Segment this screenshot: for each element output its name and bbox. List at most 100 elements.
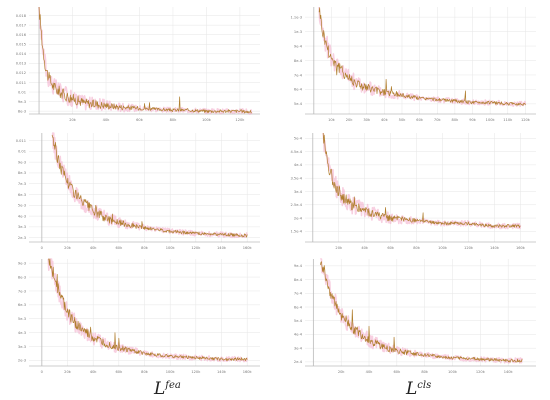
y-tick-label: 8e-4 — [294, 278, 303, 282]
y-tick-label: 4.5e-4 — [290, 150, 302, 154]
loss-series-line — [322, 132, 521, 228]
y-tick-label: 6e-4 — [294, 88, 303, 92]
x-tick-label: 40k — [381, 118, 389, 122]
x-tick-label: 20k — [346, 118, 354, 122]
loss-raw-halo — [47, 258, 248, 363]
y-tick-label: 2e-3 — [18, 236, 26, 240]
x-tick-label: 100k — [202, 118, 212, 122]
x-tick-label: 140k — [217, 370, 227, 374]
x-tick-label: 60k — [116, 370, 124, 374]
x-tick-label: 140k — [217, 246, 227, 250]
x-tick-label: 160k — [516, 246, 526, 250]
y-tick-label: 8e-4 — [294, 59, 303, 63]
loss-raw-halo — [318, 6, 527, 107]
x-tick-label: 140k — [490, 246, 500, 250]
x-tick-label: 110k — [503, 118, 513, 122]
y-tick-label: 7e-3 — [18, 289, 26, 293]
y-tick-label: 7e-4 — [294, 73, 303, 77]
y-tick-label: 3e-3 — [18, 345, 26, 349]
loss-series-line — [318, 7, 526, 106]
x-tick-label: 120k — [464, 246, 474, 250]
x-tick-label: 100k — [486, 118, 496, 122]
x-tick-label: 120k — [235, 118, 245, 122]
y-tick-label: 8e-3 — [18, 171, 26, 175]
loss-series-line — [51, 134, 248, 238]
x-tick-label: 100k — [438, 246, 448, 250]
x-tick-label: 80k — [170, 118, 178, 122]
y-tick-label: 0.013 — [16, 62, 26, 66]
y-tick-label: 4e-3 — [18, 331, 26, 335]
loss-raw-halo — [51, 132, 248, 239]
x-tick-label: 90k — [469, 118, 477, 122]
y-tick-label: 3e-4 — [294, 346, 303, 350]
y-tick-label: 0.016 — [16, 33, 27, 37]
x-tick-label: 80k — [141, 246, 149, 250]
x-tick-label: 20k — [335, 246, 343, 250]
x-tick-label: 40k — [103, 118, 111, 122]
caption-cls-sup: cls — [417, 380, 432, 391]
x-tick-label: 0 — [41, 246, 44, 250]
y-tick-label: 9e-3 — [18, 160, 26, 164]
x-tick-label: 20k — [69, 118, 77, 122]
y-tick-label: 6e-3 — [18, 303, 26, 307]
y-tick-label: 6e-3 — [18, 193, 26, 197]
caption-cls-base: L — [406, 379, 418, 399]
y-tick-label: 6e-4 — [294, 305, 303, 309]
y-tick-label: 2.5e-4 — [290, 203, 302, 207]
y-tick-label: 5e-3 — [18, 317, 26, 321]
y-tick-label: 7e-4 — [294, 292, 303, 296]
x-tick-label: 50k — [399, 118, 407, 122]
y-tick-label: 8e-3 — [18, 109, 26, 113]
y-tick-label: 0.011 — [16, 81, 26, 85]
loss-series-line — [48, 258, 248, 361]
y-tick-label: 9e-4 — [294, 264, 303, 268]
y-tick-label: 2e-4 — [294, 216, 303, 220]
caption-cls: Lcls — [406, 381, 431, 398]
x-tick-label: 20k — [64, 370, 72, 374]
chart-fea-2: 2e-3 3e-3 4e-3 5e-3 6e-3 7e-3 8e-3 9e-3 0.01 0.01… — [16, 132, 260, 250]
y-tick-label: 4e-4 — [294, 333, 303, 337]
y-tick-label: 3e-4 — [294, 190, 303, 194]
y-tick-label: 5e-4 — [294, 102, 303, 106]
loss-raw-halo — [319, 258, 523, 364]
y-tick-label: 0.01 — [18, 90, 26, 94]
y-tick-label: 0.011 — [16, 139, 26, 143]
chart-cls-1: 5e-4 6e-4 7e-4 8e-4 9e-4 1e-3 1.1e-3 10k 20k 30k 4… — [290, 6, 536, 122]
y-tick-label: 1.1e-3 — [290, 15, 302, 19]
x-tick-label: 100k — [166, 370, 176, 374]
x-tick-label: 120k — [476, 370, 486, 374]
x-tick-label: 80k — [413, 246, 421, 250]
y-tick-label: 7e-3 — [18, 182, 26, 186]
y-tick-label: 9e-3 — [18, 100, 26, 104]
x-tick-label: 80k — [421, 370, 429, 374]
chart-cls-2: 1.5e-4 2e-4 2.5e-4 3e-4 3.5e-4 4e-4 4.5e-4 5e-4… — [290, 132, 536, 250]
loss-raw-halo — [322, 132, 522, 230]
y-tick-label: 9e-4 — [294, 44, 303, 48]
y-tick-label: 8e-3 — [18, 275, 26, 279]
x-tick-label: 120k — [191, 370, 201, 374]
x-tick-label: 160k — [243, 246, 253, 250]
x-tick-label: 140k — [504, 370, 514, 374]
x-tick-label: 40k — [90, 246, 98, 250]
loss-series-line — [319, 261, 523, 363]
y-tick-label: 0.017 — [16, 23, 26, 27]
y-tick-label: 9e-3 — [18, 261, 26, 265]
y-tick-label: 0.015 — [16, 43, 26, 47]
x-tick-label: 10k — [328, 118, 336, 122]
x-tick-label: 80k — [452, 118, 460, 122]
y-tick-label: 2e-4 — [294, 360, 303, 364]
x-tick-label: 60k — [416, 118, 424, 122]
x-tick-label: 120k — [191, 246, 201, 250]
chart-cls-3: 2e-4 3e-4 4e-4 5e-4 6e-4 7e-4 8e-4 9e-4 20k 40k 60… — [294, 258, 536, 374]
y-tick-label: 0.014 — [16, 52, 27, 56]
chart-fea-1: 8e-3 9e-3 0.01 0.011 0.012 0.013 0.014 0.015 0.0… — [16, 6, 260, 122]
x-tick-label: 100k — [448, 370, 458, 374]
y-tick-label: 0.012 — [16, 71, 26, 75]
y-tick-label: 0.018 — [16, 14, 27, 18]
x-tick-label: 30k — [363, 118, 371, 122]
x-tick-label: 20k — [64, 246, 72, 250]
y-tick-label: 5e-3 — [18, 204, 26, 208]
y-tick-label: 0.01 — [18, 150, 26, 154]
caption-fea-base: L — [154, 379, 166, 399]
chart-fea-3: 2e-3 3e-3 4e-3 5e-3 6e-3 7e-3 8e-3 9e-3 0 20k 40k 6… — [18, 258, 260, 374]
